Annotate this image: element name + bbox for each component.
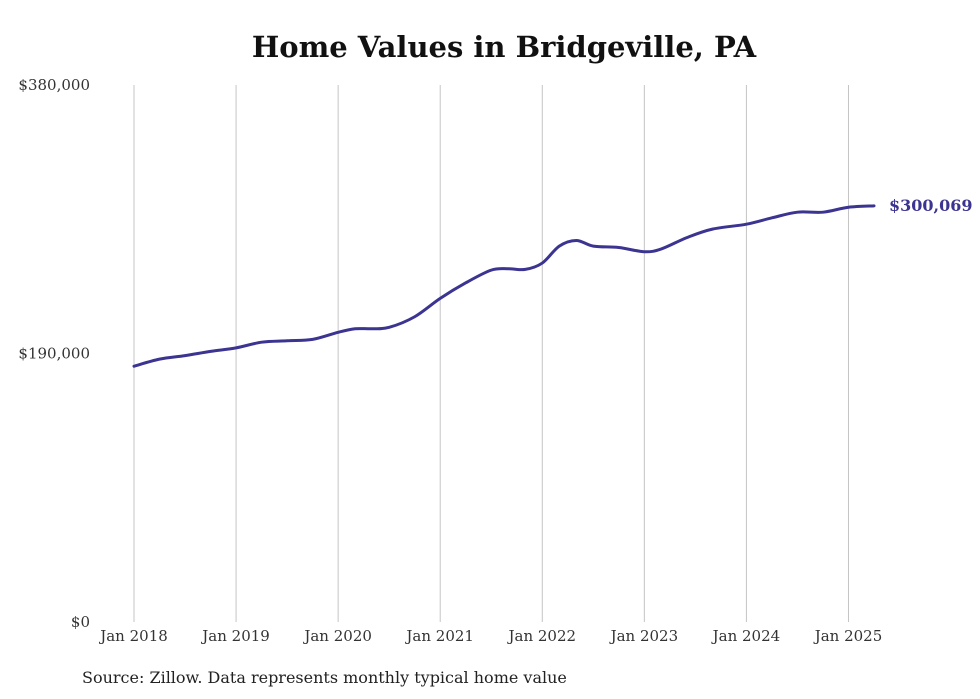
source-note: Source: Zillow. Data represents monthly … xyxy=(82,668,567,687)
x-tick-label: Jan 2020 xyxy=(302,627,372,645)
series-group: $300,069 xyxy=(132,196,973,368)
x-tick-label: Jan 2019 xyxy=(200,627,270,645)
x-tick-label: Jan 2024 xyxy=(711,627,781,645)
end-value-label: $300,069 xyxy=(889,196,973,215)
x-tick-label: Jan 2025 xyxy=(813,627,883,645)
y-tick-label: $190,000 xyxy=(18,345,90,363)
y-axis: $0 $190,000 $380,000 xyxy=(18,76,90,631)
chart-title: Home Values in Bridgeville, PA xyxy=(251,30,757,64)
x-tick-label: Jan 2021 xyxy=(404,627,474,645)
y-tick-label: $380,000 xyxy=(18,76,90,94)
x-tick-label: Jan 2018 xyxy=(98,627,168,645)
x-axis: Jan 2018 Jan 2019 Jan 2020 Jan 2021 Jan 2022… xyxy=(98,627,882,645)
x-tick-label: Jan 2022 xyxy=(506,627,576,645)
y-tick-label: $0 xyxy=(71,613,90,631)
gridlines xyxy=(133,85,849,622)
x-tick-label: Jan 2023 xyxy=(609,627,679,645)
series-line xyxy=(132,204,876,368)
